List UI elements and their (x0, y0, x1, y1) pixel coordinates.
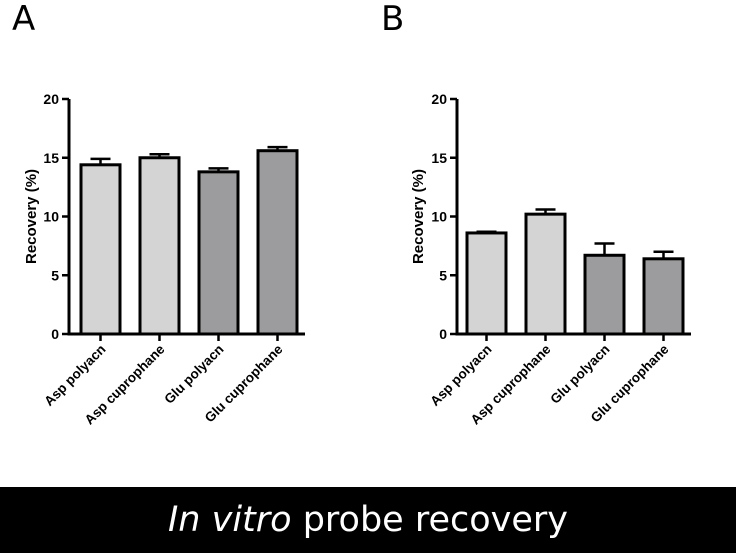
y-tick-label: 5 (439, 267, 447, 283)
y-axis-title: Recovery (%) (410, 169, 427, 264)
bar (642, 257, 685, 336)
caption-italic: In vitro (167, 500, 292, 540)
bar (583, 253, 626, 336)
caption: In vitro probe recovery (168, 500, 568, 540)
y-tick-label: 5 (51, 267, 59, 283)
bar (197, 170, 240, 336)
y-tick-label: 15 (431, 150, 447, 166)
y-tick-label: 20 (431, 91, 447, 107)
bar (138, 156, 181, 336)
panel-letter: A (12, 0, 35, 39)
y-tick-label: 0 (51, 326, 59, 342)
y-axis-title: Recovery (%) (23, 169, 40, 264)
bar (256, 149, 299, 336)
caption-rest: probe recovery (302, 500, 569, 540)
y-tick-label: 10 (43, 209, 59, 225)
x-category-label: Glu polyacn (547, 342, 612, 407)
y-tick-label: 15 (43, 150, 59, 166)
bar (524, 212, 567, 336)
caption-bar: In vitro probe recovery (0, 487, 736, 553)
bar (79, 163, 122, 336)
y-tick-label: 10 (431, 209, 447, 225)
bar (465, 231, 508, 336)
y-tick-label: 0 (439, 326, 447, 342)
panel-letter: B (381, 0, 404, 39)
y-tick-label: 20 (43, 91, 59, 107)
x-category-label: Glu polyacn (161, 342, 226, 407)
